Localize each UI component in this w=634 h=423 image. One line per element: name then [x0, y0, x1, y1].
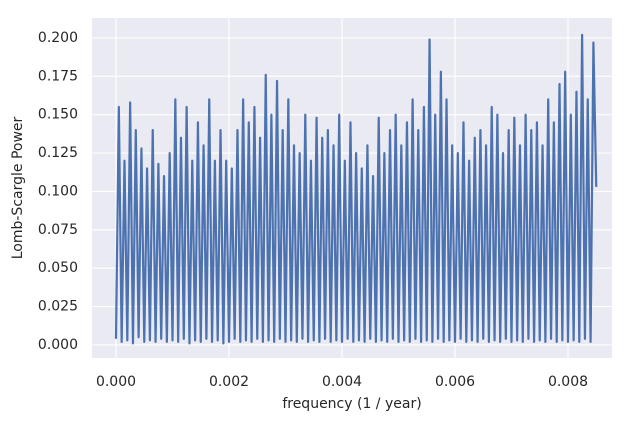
series-line	[114, 33, 598, 345]
y-tick-label: 0.175	[38, 68, 78, 84]
x-tick-label: 0.006	[435, 374, 475, 390]
y-tick-label: 0.150	[38, 107, 78, 123]
y-tick-label: 0.100	[38, 183, 78, 199]
x-tick-label: 0.000	[96, 374, 136, 390]
y-tick-label: 0.200	[38, 30, 78, 46]
x-axis-label: frequency (1 / year)	[282, 396, 421, 412]
x-tick-label: 0.008	[548, 374, 588, 390]
x-tick-label: 0.002	[209, 374, 249, 390]
y-axis-label: Lomb-Scargle Power	[10, 116, 26, 259]
x-tick-label: 0.004	[322, 374, 362, 390]
y-tick-label: 0.125	[38, 145, 78, 161]
y-tick-label: 0.050	[38, 260, 78, 276]
y-tick-label: 0.000	[38, 337, 78, 353]
y-tick-label: 0.025	[38, 299, 78, 315]
y-tick-label: 0.075	[38, 222, 78, 238]
